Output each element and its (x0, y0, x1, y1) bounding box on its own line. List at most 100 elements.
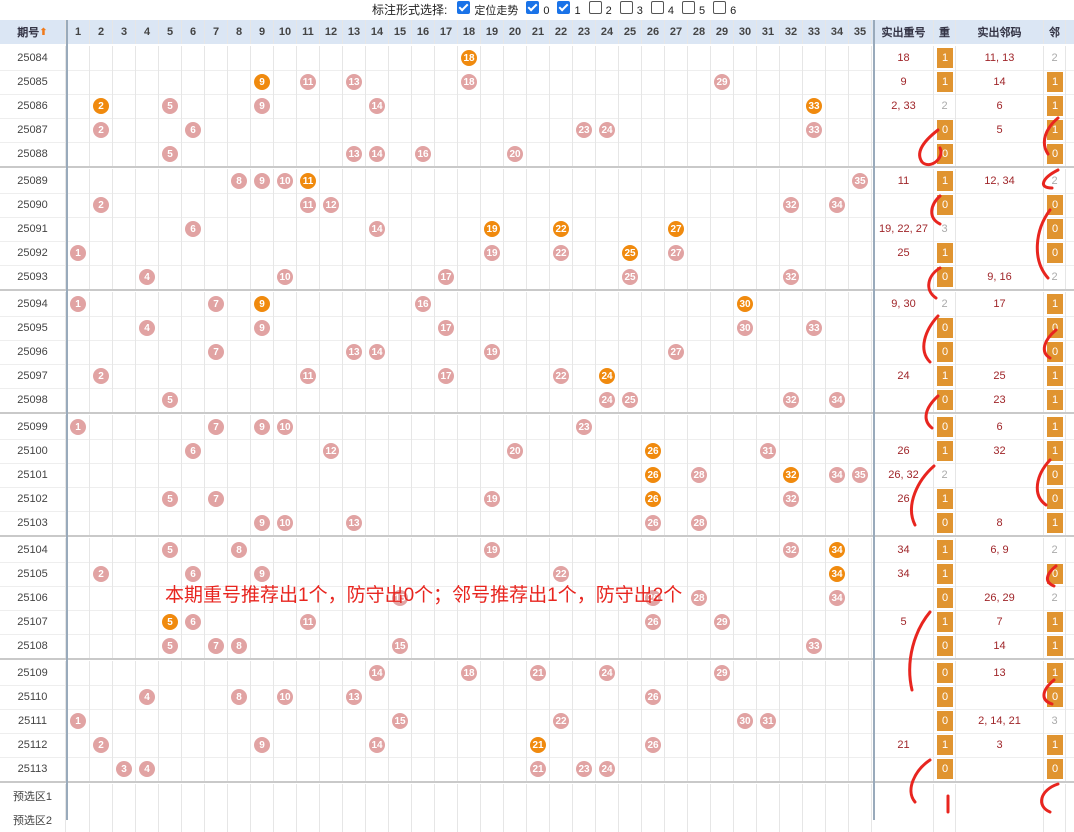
preselect-cell[interactable] (550, 784, 573, 808)
number-cell (504, 538, 527, 562)
option-checkbox[interactable] (650, 0, 664, 14)
preselect-cell[interactable] (665, 784, 688, 808)
option-checkbox[interactable] (713, 0, 727, 14)
preselect-cell[interactable] (113, 808, 136, 832)
preselect-cell[interactable] (803, 808, 826, 832)
adjacent-nums-cell: 3 (956, 733, 1044, 757)
number-cell (573, 169, 596, 193)
number-cell (780, 661, 803, 685)
preselect-cell[interactable] (826, 784, 849, 808)
number-cell (228, 94, 251, 118)
preselect-cell[interactable] (274, 808, 297, 832)
preselect-cell[interactable] (343, 784, 366, 808)
number-cell (251, 193, 274, 217)
number-cell (550, 193, 573, 217)
option-checkbox[interactable] (557, 0, 571, 14)
preselect-cell[interactable] (642, 784, 665, 808)
preselect-cell[interactable] (757, 808, 780, 832)
preselect-cell[interactable] (481, 784, 504, 808)
preselect-cell[interactable] (113, 784, 136, 808)
option-checkbox[interactable] (457, 0, 471, 14)
preselect-cell[interactable] (734, 808, 757, 832)
preselect-cell[interactable] (481, 808, 504, 832)
preselect-cell[interactable] (573, 808, 596, 832)
preselect-cell[interactable] (366, 784, 389, 808)
adjacent-nums-value: 14 (993, 640, 1006, 652)
preselect-cell[interactable] (274, 784, 297, 808)
preselect-cell[interactable] (504, 808, 527, 832)
preselect-cell[interactable] (619, 808, 642, 832)
period-header-label[interactable]: 期号 (17, 27, 40, 39)
preselect-cell[interactable] (435, 784, 458, 808)
preselect-cell[interactable] (734, 784, 757, 808)
preselect-cell[interactable] (67, 784, 90, 808)
preselect-cell[interactable] (688, 808, 711, 832)
preselect-cell[interactable] (711, 808, 734, 832)
number-cell: 5 (159, 538, 182, 562)
preselect-cell[interactable] (389, 808, 412, 832)
option-checkbox[interactable] (588, 0, 602, 14)
preselect-cell[interactable] (573, 784, 596, 808)
preselect-cell[interactable] (826, 808, 849, 832)
preselect-cell[interactable] (596, 808, 619, 832)
sort-arrow-icon[interactable]: ⬆ (39, 26, 48, 38)
preselect-cell[interactable] (458, 808, 481, 832)
number-cell: 24 (596, 757, 619, 781)
preselect-cell[interactable] (182, 808, 205, 832)
preselect-cell[interactable] (435, 808, 458, 832)
preselect-cell[interactable] (780, 784, 803, 808)
number-cell (159, 193, 182, 217)
preselect-cell[interactable] (205, 784, 228, 808)
preselect-cell[interactable] (366, 808, 389, 832)
preselect-cell[interactable] (780, 808, 803, 832)
repeat-nums-cell (874, 685, 934, 709)
number-cell (113, 610, 136, 634)
preselect-cell[interactable] (297, 808, 320, 832)
preselect-cell[interactable] (849, 808, 872, 832)
preselect-cell[interactable] (228, 808, 251, 832)
preselect-cell[interactable] (136, 808, 159, 832)
preselect-cell[interactable] (619, 784, 642, 808)
preselect-cell[interactable] (803, 784, 826, 808)
preselect-cell[interactable] (596, 784, 619, 808)
number-cell (619, 340, 642, 364)
preselect-cell[interactable] (67, 808, 90, 832)
preselect-cell[interactable] (527, 808, 550, 832)
preselect-cell[interactable] (389, 784, 412, 808)
preselect-cell[interactable] (412, 808, 435, 832)
preselect-cell[interactable] (320, 784, 343, 808)
preselect-cell[interactable] (757, 784, 780, 808)
preselect-cell[interactable] (297, 784, 320, 808)
adjacent_nums-header-label: 实出邻码 (977, 27, 1022, 39)
preselect-cell[interactable] (251, 784, 274, 808)
preselect-cell[interactable] (412, 784, 435, 808)
option-checkbox[interactable] (619, 0, 633, 14)
preselect-cell[interactable] (90, 784, 113, 808)
preselect-cell[interactable] (504, 784, 527, 808)
preselect-cell[interactable] (343, 808, 366, 832)
preselect-cell[interactable] (550, 808, 573, 832)
option-checkbox[interactable] (526, 0, 540, 14)
preselect-cell[interactable] (320, 808, 343, 832)
repeat-nums-cell: 26 (874, 439, 934, 463)
number-cell (182, 634, 205, 658)
preselect-cell[interactable] (251, 808, 274, 832)
preselect-cell[interactable] (205, 808, 228, 832)
adjacent-count: 2 (1051, 175, 1058, 187)
preselect-cell[interactable] (228, 784, 251, 808)
preselect-cell[interactable] (642, 808, 665, 832)
number-cell (527, 94, 550, 118)
preselect-cell[interactable] (159, 808, 182, 832)
preselect-cell[interactable] (711, 784, 734, 808)
preselect-cell[interactable] (849, 784, 872, 808)
preselect-cell[interactable] (159, 784, 182, 808)
preselect-cell[interactable] (665, 808, 688, 832)
preselect-cell[interactable] (527, 784, 550, 808)
preselect-cell[interactable] (458, 784, 481, 808)
option-checkbox[interactable] (681, 0, 695, 14)
preselect-cell[interactable] (688, 784, 711, 808)
preselect-cell[interactable] (182, 784, 205, 808)
preselect-cell[interactable] (90, 808, 113, 832)
number-cell: 24 (596, 661, 619, 685)
preselect-cell[interactable] (136, 784, 159, 808)
